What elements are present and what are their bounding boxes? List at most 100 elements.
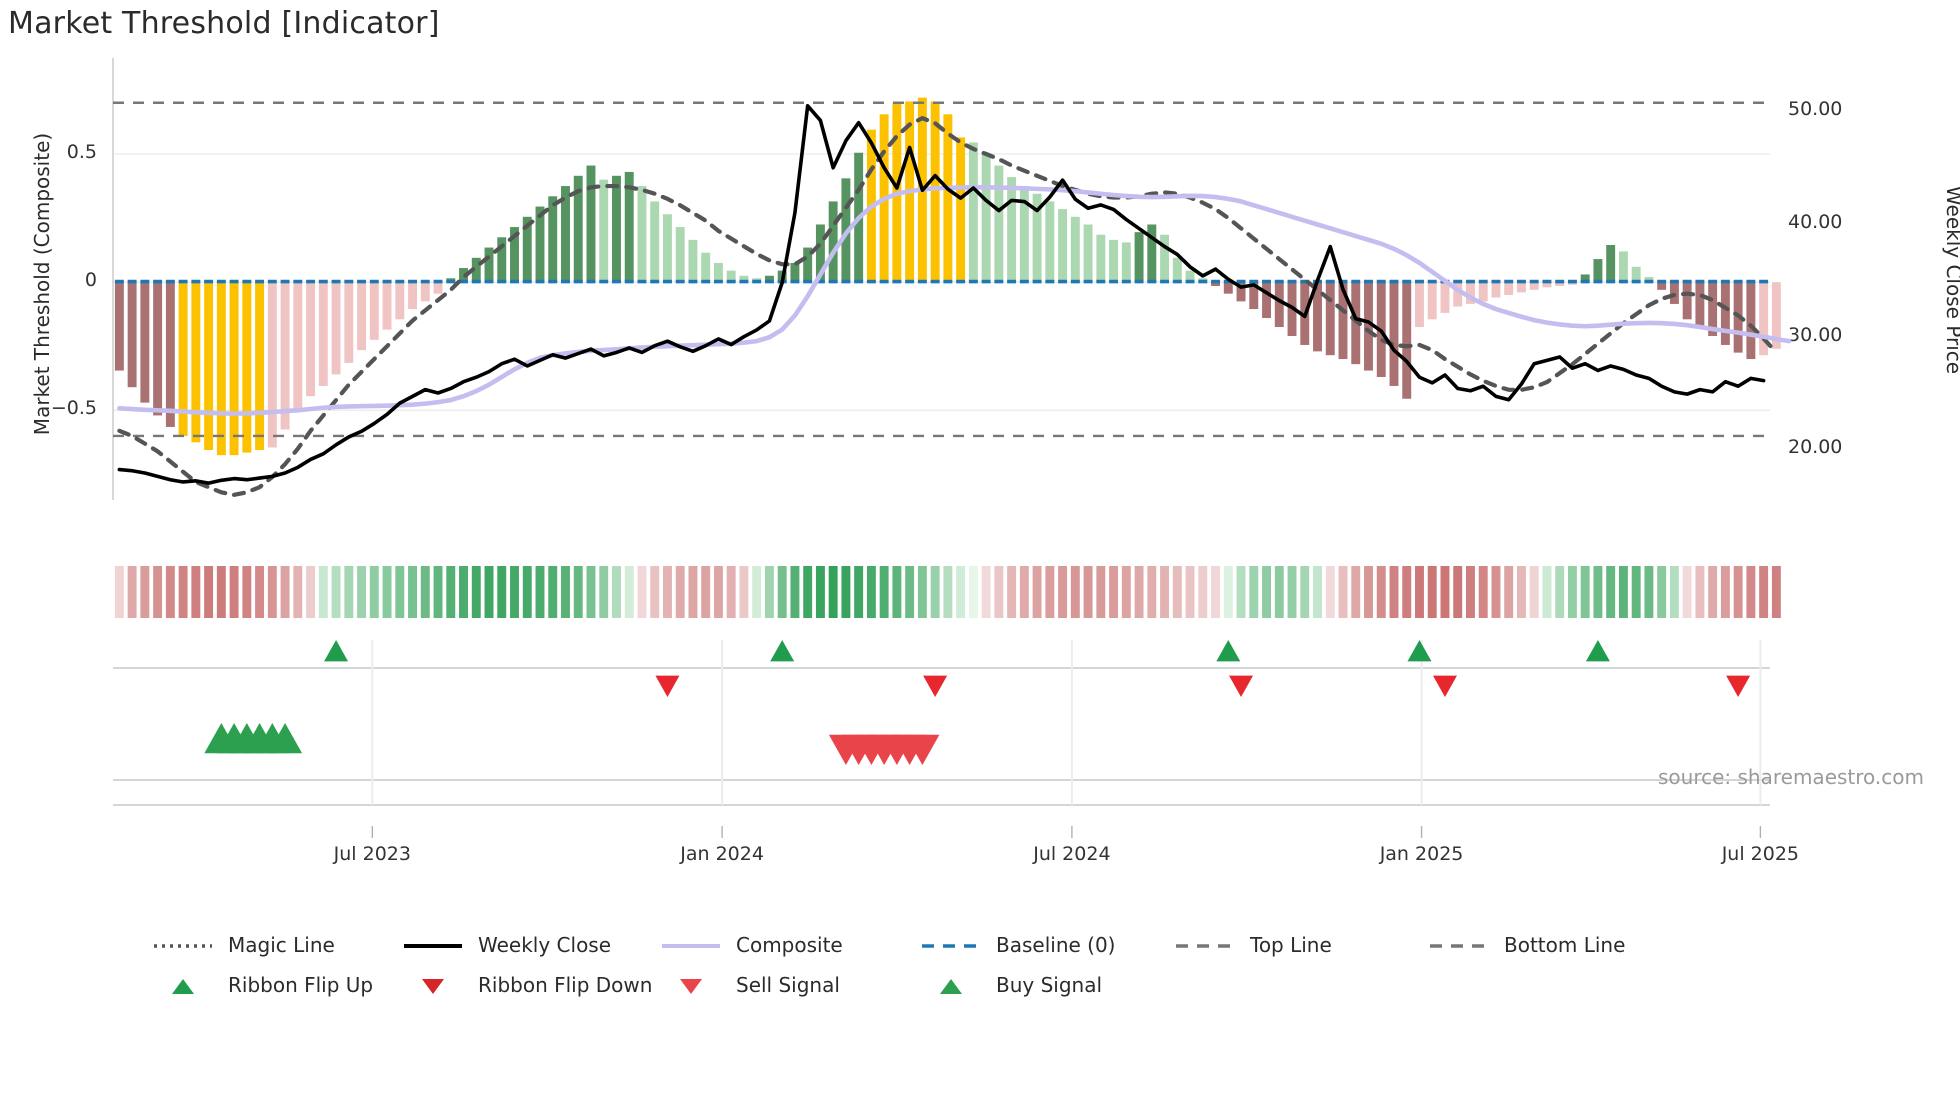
baseline-segment <box>650 279 660 284</box>
histogram-bar <box>255 282 265 451</box>
ribbon-strip-cell <box>1032 566 1042 618</box>
histogram-bar <box>344 282 354 363</box>
baseline-segment <box>1070 279 1080 284</box>
histogram-bar <box>1223 282 1233 294</box>
histogram-bar <box>497 237 507 283</box>
ribbon-strip-cell <box>701 566 711 618</box>
histogram-bar <box>612 175 621 283</box>
ribbon-strip-cell <box>1096 566 1106 618</box>
baseline-segment <box>1185 279 1195 284</box>
histogram-bar <box>548 196 558 283</box>
ribbon-strip-cell <box>280 566 290 618</box>
y-tick-left: 0.5 <box>66 141 97 163</box>
histogram-bar <box>318 282 328 386</box>
histogram-bar <box>1147 224 1157 283</box>
histogram-bar <box>1262 282 1271 319</box>
legend-item[interactable]: Weekly Close <box>402 933 660 957</box>
baseline-segment <box>1134 279 1144 284</box>
baseline-segment <box>1657 279 1667 284</box>
histogram-bar <box>1045 201 1055 283</box>
ribbon-strip-cell <box>650 566 660 618</box>
ribbon-strip-cell <box>127 566 137 618</box>
legend-item[interactable]: Ribbon Flip Up <box>152 973 402 997</box>
histogram-bar <box>1466 282 1475 304</box>
legend-label: Composite <box>736 933 843 957</box>
histogram-bar <box>675 227 685 283</box>
histogram-bar <box>828 201 838 283</box>
ribbon-strip-cell <box>267 566 277 618</box>
baseline-segment <box>1682 279 1692 284</box>
ribbon-strip-cell <box>1274 566 1284 618</box>
triangle-down-icon <box>680 979 702 994</box>
legend-item[interactable]: Baseline (0) <box>920 933 1174 957</box>
legend-item[interactable]: Buy Signal <box>920 973 1174 997</box>
baseline-segment <box>306 279 316 284</box>
legend-item[interactable]: Ribbon Flip Down <box>402 973 660 997</box>
legend-item[interactable]: Sell Signal <box>660 973 920 997</box>
ribbon-flip-up-marker <box>324 640 349 662</box>
ribbon-strip-cell <box>1555 566 1565 618</box>
histogram-bar <box>369 282 379 340</box>
y-tick-right: 50.00 <box>1788 98 1843 121</box>
histogram-bar <box>662 214 672 283</box>
baseline-segment <box>968 279 978 284</box>
ribbon-strip-cell <box>1300 566 1310 618</box>
dashed-line-icon <box>1430 944 1488 948</box>
histogram-bar <box>968 142 978 283</box>
baseline-segment <box>459 279 468 284</box>
baseline-segment <box>433 279 443 284</box>
histogram-bar <box>280 282 290 430</box>
histogram-bar <box>650 201 660 283</box>
ribbon-strip-cell <box>892 566 902 618</box>
histogram-bar <box>1007 177 1017 283</box>
ribbon-strip-cell <box>599 566 609 618</box>
ribbon-strip-cell <box>1236 566 1246 618</box>
ribbon-strip-cell <box>471 566 481 618</box>
histogram-bar <box>1504 282 1514 295</box>
legend-item[interactable]: Composite <box>660 933 920 957</box>
baseline-segment <box>242 279 252 284</box>
baseline-segment <box>624 279 634 284</box>
histogram-bar <box>165 282 175 427</box>
ribbon-strip-cell <box>178 566 188 618</box>
ribbon-strip-cell <box>1223 566 1233 618</box>
ribbon-strip-cell <box>1109 566 1119 618</box>
histogram-bar <box>1631 266 1641 283</box>
histogram-bar <box>420 282 430 302</box>
baseline-segment <box>216 279 226 284</box>
legend-item[interactable]: Top Line <box>1174 933 1428 957</box>
legend-label: Buy Signal <box>996 973 1103 997</box>
baseline-segment <box>191 279 201 284</box>
ribbon-strip-cell <box>357 566 367 618</box>
ribbon-strip-cell <box>943 566 953 618</box>
ribbon-strip-cell <box>1185 566 1195 618</box>
ribbon-strip-cell <box>293 566 303 618</box>
legend-item[interactable]: Magic Line <box>152 933 402 957</box>
legend-item[interactable]: Bottom Line <box>1428 933 1678 957</box>
histogram-bar <box>701 252 711 283</box>
baseline-segment <box>369 279 379 284</box>
baseline-segment <box>1147 279 1157 284</box>
baseline-segment <box>1478 279 1488 284</box>
y-tick-left: −0.5 <box>50 397 97 420</box>
ribbon-strip-cell <box>1440 566 1450 618</box>
ribbon-strip-cell <box>675 566 685 618</box>
ribbon-strip-cell <box>114 566 124 618</box>
ribbon-strip-cell <box>1007 566 1017 618</box>
buy-signal-marker <box>268 723 303 754</box>
histogram-bar <box>561 186 570 283</box>
histogram-bar <box>1644 277 1654 283</box>
histogram-bar <box>114 282 124 371</box>
ribbon-strip-cell <box>1364 566 1373 618</box>
ribbon-strip-cell <box>306 566 316 618</box>
ribbon-strip-cell <box>854 566 864 618</box>
baseline-segment <box>1504 279 1514 284</box>
ribbon-strip-cell <box>1567 566 1577 618</box>
histogram-bar <box>216 282 226 456</box>
baseline-segment <box>943 279 953 284</box>
baseline-segment <box>713 279 723 284</box>
chart-legend: Magic Line Weekly Close Composite Baseline … <box>0 925 1960 1005</box>
baseline-segment <box>1211 279 1221 284</box>
baseline-segment <box>446 279 456 284</box>
ribbon-strip-cell <box>1147 566 1157 618</box>
